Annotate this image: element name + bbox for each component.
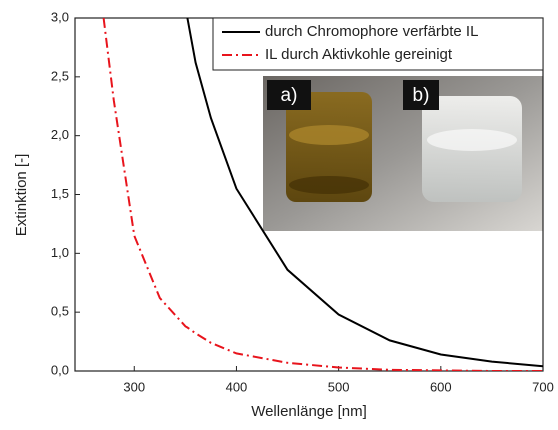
- series-line: [102, 18, 543, 371]
- series-line: [186, 18, 543, 368]
- y-tick-label: 0,0: [51, 362, 69, 377]
- x-tick-label: 700: [532, 379, 554, 394]
- x-tick-label: 600: [430, 379, 452, 394]
- x-tick-label: 300: [123, 379, 145, 394]
- y-tick-label: 0,5: [51, 304, 69, 319]
- legend: durch Chromophore verfärbte IL IL durch A…: [212, 17, 544, 71]
- legend-box: [212, 17, 544, 71]
- annotation: b): [413, 85, 430, 106]
- x-axis-label: Wellenlänge [nm]: [251, 403, 367, 420]
- y-tick-label: 2,5: [51, 68, 69, 83]
- annotation: a): [281, 85, 298, 106]
- y-tick-label: 2,0: [51, 127, 69, 142]
- plot-lines: [102, 18, 543, 371]
- x-tick-label: 500: [328, 379, 350, 394]
- x-tick-label: 400: [226, 379, 248, 394]
- y-tick-label: 1,0: [51, 245, 69, 260]
- y-axis-label: Extinktion [-]: [13, 154, 30, 237]
- inset-photo: a) b): [263, 76, 543, 231]
- legend-label: IL durch Aktivkohle gereinigt: [265, 46, 453, 63]
- y-tick-label: 1,5: [51, 186, 69, 201]
- y-tick-label: 3,0: [51, 9, 69, 24]
- legend-label: durch Chromophore verfärbte IL: [265, 23, 478, 40]
